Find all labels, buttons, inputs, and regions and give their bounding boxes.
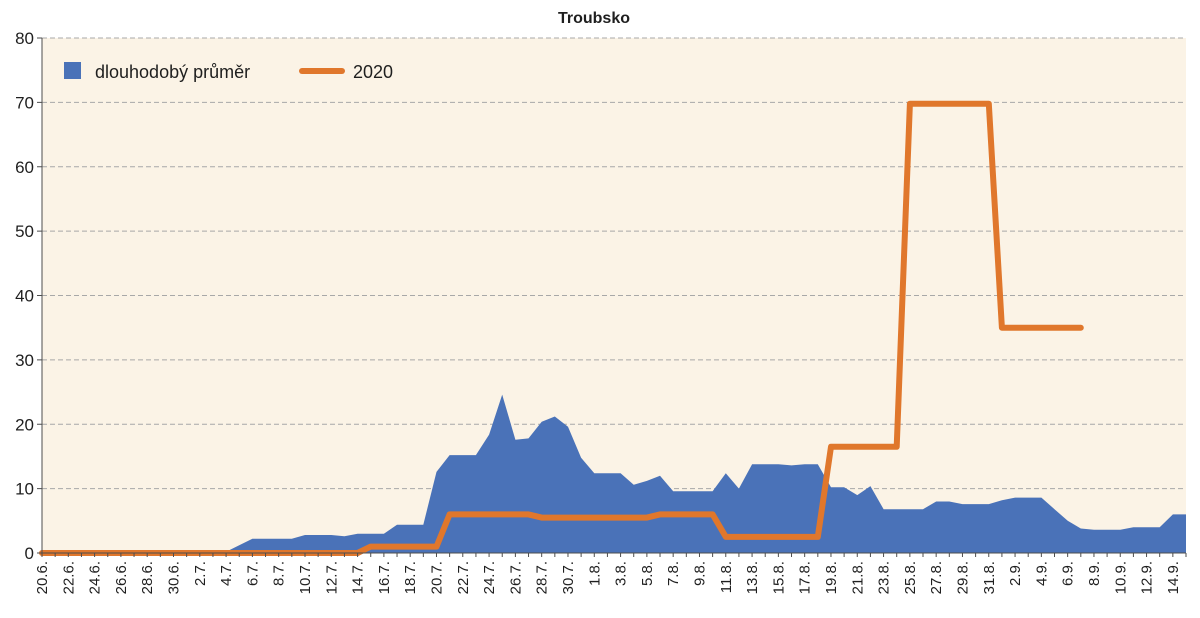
area-series-layer [42, 394, 1186, 553]
x-tick-label: 14.7. [350, 561, 367, 594]
x-tick-label: 8.9. [1086, 561, 1103, 586]
x-tick-label: 25.8. [902, 561, 919, 594]
x-tick-label: 30.6. [165, 561, 182, 594]
x-tick-label: 26.7. [507, 561, 524, 594]
legend: dlouhodobý průměr 2020 [64, 62, 393, 82]
x-tick-label: 15.8. [770, 561, 787, 594]
area-series-dlouhodoby-prumer [42, 394, 1186, 553]
x-tick-label: 13.8. [744, 561, 761, 594]
x-tick-label: 4.7. [218, 561, 235, 586]
x-tick-label: 24.6. [87, 561, 104, 594]
y-tick-label: 0 [25, 544, 34, 563]
y-tick-label: 30 [15, 351, 34, 370]
legend-swatch-area [64, 62, 81, 79]
x-tick-label: 22.6. [60, 561, 77, 594]
x-tick-label: 3.8. [613, 561, 630, 586]
line-series-2020 [39, 100, 1084, 556]
x-tick-label: 14.9. [1165, 561, 1182, 594]
y-tick-label: 10 [15, 480, 34, 499]
y-tick-label: 50 [15, 222, 34, 241]
y-axis-ticks: 0 10 20 30 40 50 60 70 80 [15, 29, 42, 563]
x-tick-label: 2.9. [1007, 561, 1024, 586]
y-tick-label: 40 [15, 287, 34, 306]
x-tick-label: 20.7. [428, 561, 445, 594]
x-tick-label: 26.6. [113, 561, 130, 594]
chart-title: Troubsko [558, 10, 630, 27]
x-tick-label: 5.8. [639, 561, 656, 586]
x-tick-label: 6.9. [1060, 561, 1077, 586]
x-tick-label: 16.7. [376, 561, 393, 594]
x-tick-label: 12.7. [323, 561, 340, 594]
x-tick-label: 23.8. [876, 561, 893, 594]
x-tick-label: 18.7. [402, 561, 419, 594]
legend-label-area: dlouhodobý průměr [95, 62, 250, 82]
x-tick-label: 10.9. [1112, 561, 1129, 594]
y-tick-label: 60 [15, 158, 34, 177]
x-tick-label: 29.8. [954, 561, 971, 594]
x-tick-label: 7.8. [665, 561, 682, 586]
x-tick-label: 28.7. [534, 561, 551, 594]
x-tick-label: 19.8. [823, 561, 840, 594]
x-tick-label: 1.8. [586, 561, 603, 586]
legend-label-line: 2020 [353, 62, 393, 82]
x-tick-label: 31.8. [981, 561, 998, 594]
x-tick-label: 24.7. [481, 561, 498, 594]
x-tick-label: 10.7. [297, 561, 314, 594]
x-tick-label: 4.9. [1033, 561, 1050, 586]
x-tick-label: 22.7. [455, 561, 472, 594]
y-tick-label: 20 [15, 415, 34, 434]
x-tick-label: 8.7. [271, 561, 288, 586]
x-tick-label: 27.8. [928, 561, 945, 594]
line-series-layer [39, 100, 1084, 556]
x-tick-label: 17.8. [797, 561, 814, 594]
x-tick-label: 12.9. [1139, 561, 1156, 594]
x-tick-label: 21.8. [849, 561, 866, 594]
x-tick-label: 6.7. [244, 561, 261, 586]
y-tick-label: 70 [15, 93, 34, 112]
x-axis-ticks: 20.6. 22.6. 24.6. 26.6. 28.6. 30.6. 2.7. 4.7. 6.… [34, 553, 1187, 594]
x-tick-label: 9.8. [691, 561, 708, 586]
x-tick-label: 30.7. [560, 561, 577, 594]
x-tick-label: 11.8. [718, 561, 735, 593]
x-tick-label: 28.6. [139, 561, 156, 594]
x-tick-label: 2.7. [192, 561, 209, 586]
x-tick-label: 20.6. [34, 561, 51, 594]
y-tick-label: 80 [15, 29, 34, 48]
